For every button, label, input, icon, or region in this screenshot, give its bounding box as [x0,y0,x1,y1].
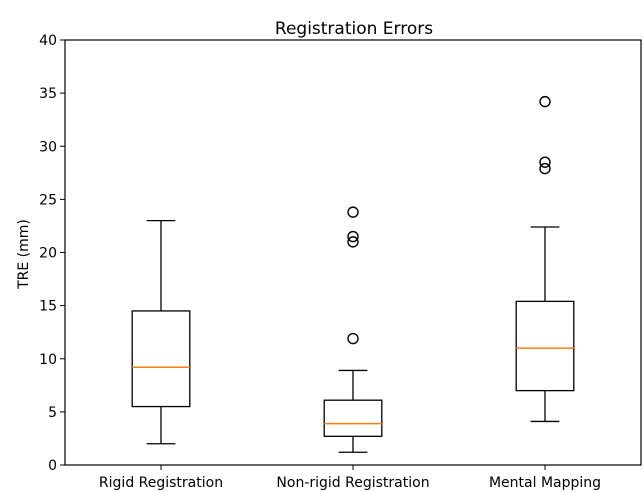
y-tick-label: 15 [39,299,57,315]
box-group [131,219,191,445]
outlier-point [539,95,551,108]
x-tick-label: Mental Mapping [489,475,601,491]
y-tick-label: 40 [39,33,57,49]
outlier-point [347,230,359,243]
box [323,399,383,437]
y-tick-label: 5 [48,405,57,421]
x-tick-label: Non-rigid Registration [276,475,429,491]
y-tick-label: 20 [39,246,57,262]
box [131,310,191,408]
box-group [515,95,575,423]
chart-title: Registration Errors [275,19,433,39]
outlier-point [539,162,551,175]
y-tick-label: 30 [39,139,57,155]
outlier-point [347,332,359,345]
x-tick-label: Rigid Registration [99,475,223,491]
y-tick-label: 35 [39,86,57,102]
box [515,300,575,392]
y-tick-label: 10 [39,352,57,368]
outlier-point [347,236,359,248]
plot-area: 0 5 10 15 20 25 30 35 40 Rigid Registration Non-ri… [39,33,642,491]
y-tick-label: 25 [39,192,57,208]
y-tick-label: 0 [48,458,57,474]
outlier-point [347,206,359,218]
box-group [323,206,383,453]
y-axis-label: TRE (mm) [16,219,32,290]
axes-frame [64,39,642,466]
outlier-point [539,156,551,168]
